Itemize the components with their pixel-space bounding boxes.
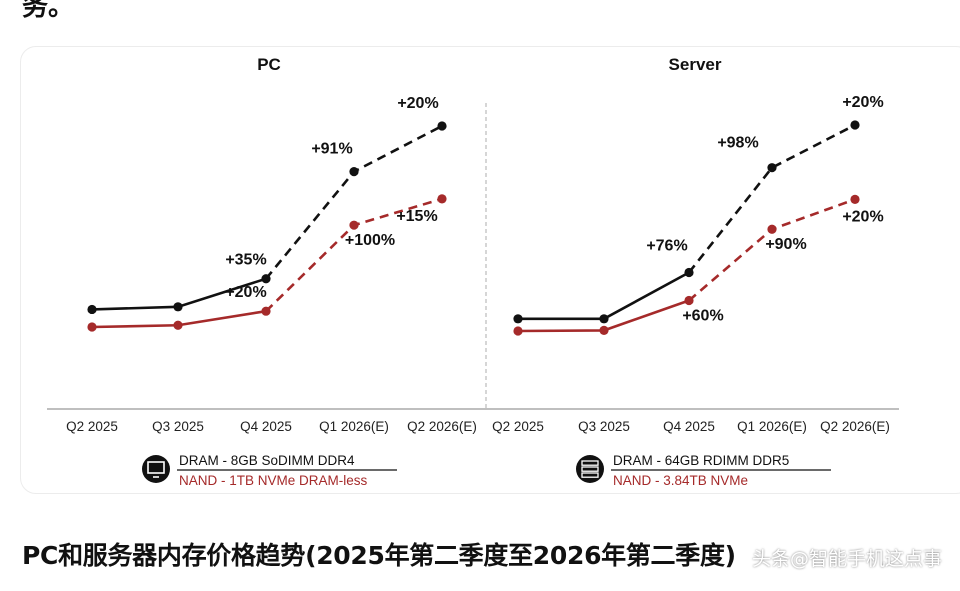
x-tick-label: Q3 2025 [578, 419, 630, 434]
series-line-actual [518, 271, 690, 321]
data-point [767, 224, 777, 234]
data-label: +20% [842, 208, 883, 225]
data-label: +90% [765, 236, 806, 253]
data-point [850, 120, 860, 130]
legend-label-dram: DRAM - 64GB RDIMM DDR5 [613, 453, 789, 468]
x-tick-label: Q3 2025 [152, 419, 204, 434]
chart-caption: PC和服务器内存价格趋势(2025年第二季度至2026年第二季度) [22, 541, 736, 570]
data-label: +35% [225, 252, 266, 269]
chart-card: PC Q2 2025 Q3 2025 Q4 2025 Q1 2026(E) Q2 2026… [20, 46, 960, 494]
data-point [261, 306, 271, 316]
data-label: +60% [682, 308, 723, 325]
data-point [513, 326, 523, 336]
data-label: +91% [311, 141, 352, 158]
panel-title: Server [669, 55, 722, 74]
memory-price-chart: PC Q2 2025 Q3 2025 Q4 2025 Q1 2026(E) Q2 2026… [47, 55, 899, 488]
panel-title: PC [257, 55, 281, 74]
x-tick-label: Q2 2026(E) [407, 419, 477, 434]
desktop-icon-screen [147, 461, 165, 474]
data-label: +20% [397, 95, 438, 112]
data-point [173, 320, 183, 330]
server-icon [576, 455, 604, 483]
server-icon-unit [581, 466, 599, 472]
data-point [87, 322, 97, 332]
data-label: +100% [345, 232, 395, 249]
x-tick-label: Q2 2026(E) [820, 419, 890, 434]
x-tick-label: Q2 2025 [66, 419, 118, 434]
x-tick-label: Q2 2025 [492, 419, 544, 434]
header-text-fragment: 务。 [22, 0, 75, 22]
data-point [850, 194, 860, 204]
legend-label-nand: NAND - 1TB NVMe DRAM-less [179, 473, 368, 488]
legend-label-nand: NAND - 3.84TB NVMe [613, 473, 748, 488]
data-point [684, 295, 694, 306]
series-line-projected [687, 123, 856, 274]
server-icon-unit [581, 460, 599, 466]
data-point [87, 304, 97, 315]
x-tick-label: Q4 2025 [663, 419, 715, 434]
x-tick-label: Q1 2026(E) [737, 419, 807, 434]
data-point [684, 267, 694, 278]
data-point [599, 325, 609, 335]
x-tick-label: Q4 2025 [240, 419, 292, 434]
data-point [349, 167, 359, 177]
data-point [513, 314, 523, 324]
desktop-icon [142, 455, 170, 483]
watermark: 头条@智能手机这点事 [751, 548, 942, 570]
data-label: +76% [646, 237, 687, 254]
data-point [437, 194, 447, 204]
data-point [173, 302, 183, 312]
data-point [437, 121, 447, 131]
data-point [349, 220, 359, 230]
data-label: +98% [717, 135, 758, 152]
series-line-projected [264, 124, 443, 280]
data-point [599, 314, 609, 324]
data-label: +20% [842, 94, 883, 111]
x-tick-label: Q1 2026(E) [319, 419, 389, 434]
data-label: +20% [225, 284, 266, 301]
data-point [767, 163, 777, 173]
data-label: +15% [396, 208, 437, 225]
legend-label-dram: DRAM - 8GB SoDIMM DDR4 [179, 453, 355, 468]
server-icon-unit [581, 472, 599, 478]
data-point [261, 274, 271, 284]
